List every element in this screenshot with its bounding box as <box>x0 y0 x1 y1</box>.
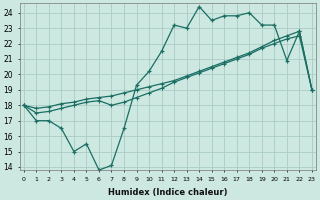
X-axis label: Humidex (Indice chaleur): Humidex (Indice chaleur) <box>108 188 228 197</box>
